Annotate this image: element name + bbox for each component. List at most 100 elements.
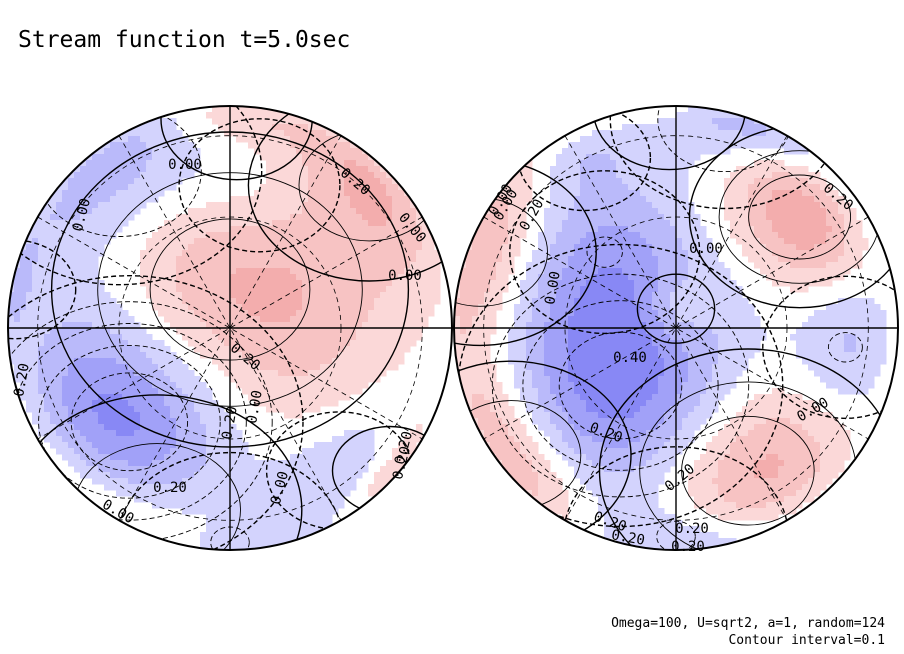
- field-cell: [574, 142, 581, 149]
- field-cell: [164, 244, 171, 251]
- field-cell: [706, 256, 713, 263]
- field-cell: [32, 298, 39, 305]
- field-cell: [718, 268, 725, 275]
- field-cell: [338, 376, 345, 383]
- field-cell: [230, 112, 237, 119]
- field-cell: [44, 202, 51, 209]
- field-cell: [110, 364, 117, 371]
- field-cell: [350, 184, 357, 191]
- field-cell: [278, 238, 285, 245]
- field-cell: [260, 328, 267, 335]
- field-cell: [266, 280, 273, 287]
- field-cell: [236, 220, 243, 227]
- field-cell: [392, 250, 399, 257]
- field-cell: [200, 226, 207, 233]
- field-cell: [592, 130, 599, 137]
- field-cell: [568, 250, 575, 257]
- field-cell: [92, 268, 99, 275]
- field-cell: [766, 238, 773, 245]
- field-cell: [832, 196, 839, 203]
- field-cell: [398, 196, 405, 203]
- field-cell: [296, 454, 303, 461]
- field-cell: [736, 238, 743, 245]
- field-cell: [140, 124, 147, 131]
- field-cell: [50, 220, 57, 227]
- field-cell: [314, 322, 321, 329]
- field-cell: [74, 412, 81, 419]
- field-cell: [206, 202, 213, 209]
- field-cell: [356, 160, 363, 167]
- field-cell: [802, 286, 809, 293]
- field-cell: [374, 226, 381, 233]
- field-cell: [338, 334, 345, 341]
- field-cell: [188, 208, 195, 215]
- field-cell: [410, 244, 417, 251]
- field-cell: [386, 286, 393, 293]
- field-cell: [760, 244, 767, 251]
- field-cell: [80, 466, 87, 473]
- field-cell: [128, 472, 135, 479]
- field-cell: [68, 388, 75, 395]
- field-cell: [92, 262, 99, 269]
- field-cell: [778, 226, 785, 233]
- field-cell: [410, 322, 417, 329]
- chart-title: Stream function t=5.0sec: [18, 27, 350, 53]
- field-cell: [32, 292, 39, 299]
- field-cell: [224, 442, 231, 449]
- field-cell: [832, 226, 839, 233]
- field-cell: [368, 268, 375, 275]
- field-cell: [260, 304, 267, 311]
- field-cell: [670, 148, 677, 155]
- field-cell: [592, 178, 599, 185]
- field-cell: [56, 244, 63, 251]
- field-cell: [398, 268, 405, 275]
- field-cell: [664, 142, 671, 149]
- field-cell: [134, 400, 141, 407]
- field-cell: [712, 112, 719, 119]
- field-cell: [152, 292, 159, 299]
- field-cell: [380, 202, 387, 209]
- field-cell: [128, 412, 135, 419]
- field-cell: [116, 190, 123, 197]
- field-cell: [490, 214, 497, 221]
- field-cell: [416, 280, 423, 287]
- field-cell: [550, 286, 557, 293]
- field-cell: [502, 232, 509, 239]
- field-cell: [254, 292, 261, 299]
- field-cell: [484, 226, 491, 233]
- field-cell: [670, 130, 677, 137]
- field-cell: [26, 388, 33, 395]
- field-cell: [206, 406, 213, 413]
- field-cell: [302, 316, 309, 323]
- field-cell: [556, 226, 563, 233]
- field-cell: [314, 250, 321, 257]
- field-cell: [122, 478, 129, 485]
- field-cell: [146, 352, 153, 359]
- field-cell: [170, 298, 177, 305]
- field-cell: [140, 376, 147, 383]
- field-cell: [134, 322, 141, 329]
- field-cell: [224, 106, 231, 113]
- field-cell: [664, 124, 671, 131]
- field-cell: [368, 304, 375, 311]
- field-cell: [374, 334, 381, 341]
- field-cell: [344, 490, 351, 497]
- field-cell: [338, 262, 345, 269]
- field-cell: [248, 352, 255, 359]
- field-cell: [700, 262, 707, 269]
- field-cell: [772, 274, 779, 281]
- field-cell: [628, 280, 635, 287]
- field-cell: [296, 226, 303, 233]
- field-cell: [556, 202, 563, 209]
- field-cell: [682, 124, 689, 131]
- field-cell: [254, 520, 261, 527]
- field-cell: [712, 286, 719, 293]
- field-cell: [808, 232, 815, 239]
- field-cell: [380, 232, 387, 239]
- field-cell: [200, 328, 207, 335]
- field-cell: [302, 490, 309, 497]
- field-cell: [80, 412, 87, 419]
- field-cell: [658, 232, 665, 239]
- field-cell: [520, 202, 527, 209]
- field-cell: [326, 190, 333, 197]
